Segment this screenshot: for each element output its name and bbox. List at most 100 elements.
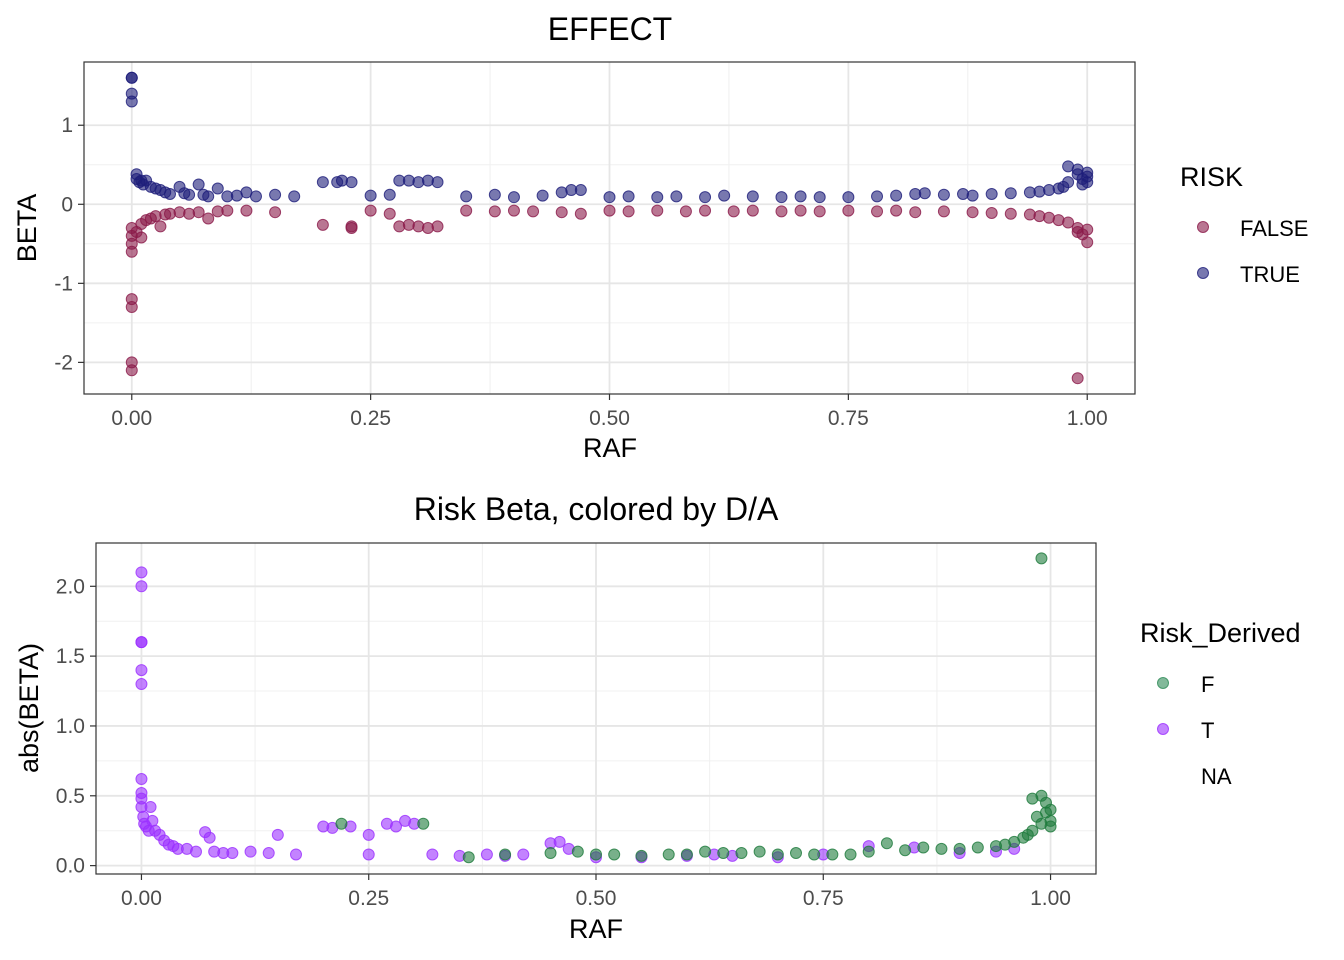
- data-point: [211, 182, 224, 195]
- data-point: [603, 204, 616, 217]
- data-point: [426, 848, 439, 861]
- data-point: [1035, 552, 1048, 565]
- data-point: [909, 206, 922, 219]
- data-point: [880, 837, 893, 850]
- data-point: [842, 191, 855, 204]
- data-point: [1026, 824, 1039, 837]
- data-point: [971, 841, 984, 854]
- data-point: [813, 191, 826, 204]
- data-point: [244, 845, 257, 858]
- data-point: [826, 848, 839, 861]
- data-point: [862, 845, 875, 858]
- data-point: [431, 176, 444, 189]
- data-point: [935, 842, 948, 855]
- data-point: [431, 220, 444, 233]
- scatter-points: [125, 71, 1094, 385]
- data-point: [899, 844, 912, 857]
- data-point: [1081, 223, 1094, 236]
- data-point: [190, 845, 202, 858]
- chart-title: Risk Beta, colored by D/A: [414, 491, 779, 527]
- data-point: [460, 204, 473, 217]
- data-point: [790, 847, 802, 860]
- data-point: [144, 800, 157, 813]
- data-point: [383, 207, 396, 220]
- data-point: [221, 204, 234, 217]
- legend-label: NA: [1201, 764, 1232, 789]
- data-point: [249, 190, 262, 203]
- data-point: [488, 205, 501, 218]
- data-point: [316, 218, 329, 231]
- data-point: [670, 190, 683, 203]
- data-point: [499, 848, 512, 861]
- data-point: [488, 188, 501, 201]
- legend-label: F: [1201, 672, 1214, 697]
- data-point: [871, 205, 884, 218]
- data-point: [271, 828, 284, 841]
- y-tick-label: 1.5: [56, 645, 85, 668]
- effect-panel: EFFECT 0.00 0.25 0.50 0.75 1.00 -2 -1 0 1 RAF B…: [12, 11, 1308, 463]
- data-point: [517, 848, 530, 861]
- data-point: [544, 847, 557, 860]
- x-tick-label: 0.25: [348, 887, 389, 910]
- x-tick-label: 0.00: [121, 887, 162, 910]
- data-point: [662, 848, 675, 861]
- x-tick-label: 0.50: [576, 887, 617, 910]
- data-point: [135, 636, 148, 649]
- data-point: [364, 204, 377, 217]
- data-point: [890, 189, 903, 202]
- x-axis-label: RAF: [569, 914, 623, 944]
- data-point: [125, 71, 138, 84]
- data-point: [1004, 207, 1017, 220]
- data-point: [135, 678, 148, 691]
- data-point: [417, 817, 430, 830]
- data-point: [135, 664, 148, 677]
- data-point: [362, 848, 375, 861]
- legend-key: [1197, 221, 1209, 233]
- data-point: [844, 848, 857, 861]
- legend-label: T: [1201, 718, 1214, 743]
- data-point: [985, 206, 998, 219]
- x-tick-label: 0.50: [589, 407, 630, 430]
- risk-legend: RISK FALSE TRUE: [1180, 162, 1308, 287]
- legend-key: [1197, 267, 1209, 279]
- data-point: [135, 580, 148, 593]
- x-axis-ticks: 0.00 0.25 0.50 0.75 1.00: [111, 394, 1108, 430]
- legend-label: FALSE: [1240, 216, 1308, 241]
- y-tick-label: -2: [54, 351, 73, 374]
- data-point: [345, 176, 358, 189]
- data-point: [362, 828, 375, 841]
- data-point: [460, 190, 473, 203]
- data-point: [679, 205, 692, 218]
- data-point: [269, 188, 282, 201]
- data-point: [871, 190, 884, 203]
- x-tick-label: 0.75: [803, 887, 844, 910]
- data-point: [890, 204, 903, 217]
- y-axis-ticks: 0.0 0.5 1.0 1.5 2.0: [56, 575, 96, 878]
- scatter-points: [135, 552, 1057, 864]
- data-point: [202, 212, 215, 225]
- data-point: [808, 848, 821, 861]
- data-point: [125, 95, 138, 108]
- data-point: [953, 842, 966, 855]
- data-point: [192, 178, 205, 191]
- data-point: [202, 190, 215, 203]
- data-point: [226, 847, 239, 860]
- data-point: [240, 204, 253, 217]
- data-point: [553, 835, 566, 848]
- data-point: [192, 206, 205, 219]
- risk-derived-legend: Risk_Derived FT NA: [1140, 618, 1301, 789]
- data-point: [183, 188, 196, 201]
- data-point: [622, 190, 635, 203]
- data-point: [966, 189, 979, 202]
- data-point: [383, 188, 396, 201]
- risk-beta-panel: Risk Beta, colored by D/A 0.00 0.25 0.50 0.…: [14, 491, 1301, 944]
- data-point: [966, 206, 979, 219]
- data-point: [717, 847, 730, 860]
- legend-title: Risk_Derived: [1140, 618, 1301, 648]
- y-tick-label: 0.5: [56, 785, 85, 808]
- series-true: [125, 71, 1094, 204]
- data-point: [288, 190, 301, 203]
- y-axis-label: abs(BETA): [14, 643, 44, 773]
- data-point: [699, 845, 712, 858]
